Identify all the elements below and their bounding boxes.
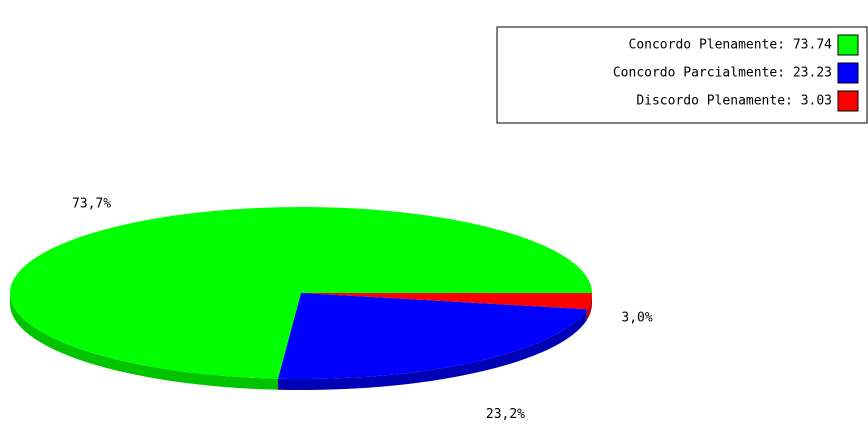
slice-side — [10, 293, 278, 390]
slice — [277, 293, 587, 379]
slice-side — [277, 309, 587, 390]
legend-swatch — [837, 90, 859, 112]
legend-label: Concordo Plenamente: 73.74 — [629, 38, 833, 53]
data-label: 3,0% — [621, 311, 652, 326]
data-label: 23,2% — [486, 407, 525, 422]
legend-label: Concordo Parcialmente: 23.23 — [613, 66, 832, 81]
legend-box — [496, 26, 868, 124]
legend-label: Discordo Plenamente: 3.03 — [636, 94, 832, 109]
slice — [301, 293, 592, 310]
slice-side — [586, 293, 592, 321]
data-label: 73,7% — [72, 196, 111, 211]
legend-swatch — [837, 34, 859, 56]
legend-swatch — [837, 62, 859, 84]
slice — [9, 207, 593, 379]
